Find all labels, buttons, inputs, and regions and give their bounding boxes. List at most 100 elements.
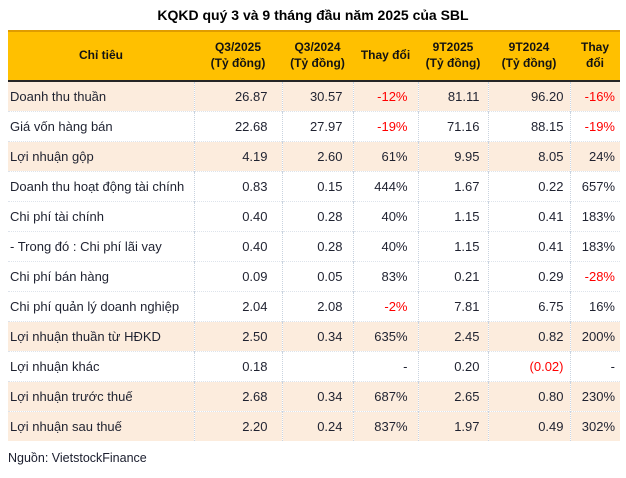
table-row: Doanh thu hoạt động tài chính 0.83 0.15 … — [8, 171, 620, 202]
table-cell: -19% — [352, 111, 418, 142]
table-cell: 0.21 — [417, 261, 488, 292]
table-cell: 0.09 — [193, 261, 282, 292]
table-row: - Trong đó : Chi phí lãi vay 0.40 0.28 4… — [8, 231, 620, 262]
table-row: Lợi nhuận thuần từ HĐKD 2.50 0.34 635% 2… — [8, 321, 620, 352]
table-cell: 81.11 — [417, 81, 488, 112]
table-cell: 6.75 — [487, 291, 570, 322]
table-cell: -28% — [569, 261, 620, 292]
table-cell: 22.68 — [193, 111, 282, 142]
table-cell: 0.28 — [281, 201, 353, 232]
table-cell: 183% — [569, 201, 620, 232]
table-cell: 2.50 — [193, 321, 282, 352]
table-cell: 0.41 — [487, 201, 570, 232]
row-label: Doanh thu thuần — [8, 81, 194, 112]
table-row: Chi phí tài chính 0.40 0.28 40% 1.15 0.4… — [8, 201, 620, 232]
table-cell: 0.18 — [193, 351, 282, 382]
table-row: Lợi nhuận khác 0.18 - 0.20 (0.02) - — [8, 351, 620, 382]
table-cell: 24% — [569, 141, 620, 172]
table-cell: 0.24 — [281, 411, 353, 441]
table-cell: 302% — [569, 411, 620, 441]
table-cell: 0.22 — [487, 171, 570, 202]
table-cell: 16% — [569, 291, 620, 322]
table-cell: 0.83 — [193, 171, 282, 202]
table-cell: 1.15 — [417, 231, 488, 262]
table-cell: 0.05 — [281, 261, 353, 292]
table-cell: -12% — [352, 81, 418, 112]
header-col-change-ytd: Thay đổi — [570, 30, 620, 82]
table-cell: 0.34 — [281, 321, 353, 352]
table-cell: 9.95 — [417, 141, 488, 172]
row-label: Lợi nhuận sau thuế — [8, 411, 194, 441]
table-cell: 0.40 — [193, 231, 282, 262]
table-cell: 183% — [569, 231, 620, 262]
table-cell: - — [352, 351, 418, 382]
table-cell: 40% — [352, 231, 418, 262]
table-cell: 0.15 — [281, 171, 353, 202]
table-cell: 30.57 — [281, 81, 353, 112]
table-cell: 8.05 — [487, 141, 570, 172]
table-cell: 0.40 — [193, 201, 282, 232]
table-cell: 444% — [352, 171, 418, 202]
table-cell: 0.28 — [281, 231, 353, 262]
table-cell: 1.67 — [417, 171, 488, 202]
table-cell: - — [569, 351, 620, 382]
table-row: Chi phí quản lý doanh nghiệp 2.04 2.08 -… — [8, 291, 620, 322]
table-cell: -19% — [569, 111, 620, 142]
table-cell: 1.15 — [417, 201, 488, 232]
table-cell: 2.68 — [193, 381, 282, 412]
table-cell: 2.45 — [417, 321, 488, 352]
row-label: - Trong đó : Chi phí lãi vay — [8, 231, 194, 262]
header-col-9t2025: 9T2025 (Tỷ đồng) — [418, 30, 488, 82]
header-col-criteria: Chỉ tiêu — [8, 30, 194, 82]
table-cell: 96.20 — [487, 81, 570, 112]
table-cell: 7.81 — [417, 291, 488, 322]
row-label: Lợi nhuận gộp — [8, 141, 194, 172]
table-cell: 40% — [352, 201, 418, 232]
table-cell: 0.80 — [487, 381, 570, 412]
table-cell: 71.16 — [417, 111, 488, 142]
table-cell: 2.20 — [193, 411, 282, 441]
source-note: Nguồn: VietstockFinance — [8, 451, 147, 465]
table-cell: -16% — [569, 81, 620, 112]
table-cell: 0.49 — [487, 411, 570, 441]
table-cell: 61% — [352, 141, 418, 172]
table-cell: 83% — [352, 261, 418, 292]
table-cell: 687% — [352, 381, 418, 412]
financial-results-table: Chỉ tiêu Q3/2025 (Tỷ đồng) Q3/2024 (Tỷ đồn… — [8, 30, 620, 441]
row-label: Doanh thu hoạt động tài chính — [8, 171, 194, 202]
table-cell: 635% — [352, 321, 418, 352]
table-cell: 27.97 — [281, 111, 353, 142]
table-cell: 0.82 — [487, 321, 570, 352]
page-title: KQKD quý 3 và 9 tháng đầu năm 2025 của S… — [157, 7, 469, 23]
row-label: Lợi nhuận thuần từ HĐKD — [8, 321, 194, 352]
table-row: Doanh thu thuần 26.87 30.57 -12% 81.11 9… — [8, 81, 620, 112]
header-col-change-quarter: Thay đổi — [353, 30, 418, 82]
table-row: Giá vốn hàng bán 22.68 27.97 -19% 71.16 … — [8, 111, 620, 142]
header-col-9t2024: 9T2024 (Tỷ đồng) — [488, 30, 570, 82]
table-cell: 230% — [569, 381, 620, 412]
table-cell: 2.65 — [417, 381, 488, 412]
row-label: Chi phí quản lý doanh nghiệp — [8, 291, 194, 322]
table-cell: 200% — [569, 321, 620, 352]
header-col-q3-2025: Q3/2025 (Tỷ đồng) — [194, 30, 282, 82]
table-cell: 0.20 — [417, 351, 488, 382]
table-row: Lợi nhuận gộp 4.19 2.60 61% 9.95 8.05 24… — [8, 141, 620, 172]
table-header-row: Chỉ tiêu Q3/2025 (Tỷ đồng) Q3/2024 (Tỷ đồn… — [8, 30, 620, 82]
row-label: Chi phí bán hàng — [8, 261, 194, 292]
table-cell: 26.87 — [193, 81, 282, 112]
table-cell: -2% — [352, 291, 418, 322]
table-cell: 1.97 — [417, 411, 488, 441]
table-cell: 837% — [352, 411, 418, 441]
header-col-q3-2024: Q3/2024 (Tỷ đồng) — [282, 30, 353, 82]
table-row: Lợi nhuận sau thuế 2.20 0.24 837% 1.97 0… — [8, 411, 620, 441]
table-cell — [281, 351, 353, 382]
row-label: Giá vốn hàng bán — [8, 111, 194, 142]
table-cell: 2.04 — [193, 291, 282, 322]
table-row: Chi phí bán hàng 0.09 0.05 83% 0.21 0.29… — [8, 261, 620, 292]
table-cell: 0.41 — [487, 231, 570, 262]
row-label: Lợi nhuận khác — [8, 351, 194, 382]
table-row: Lợi nhuận trước thuế 2.68 0.34 687% 2.65… — [8, 381, 620, 412]
table-cell: 657% — [569, 171, 620, 202]
table-cell: 4.19 — [193, 141, 282, 172]
row-label: Lợi nhuận trước thuế — [8, 381, 194, 412]
